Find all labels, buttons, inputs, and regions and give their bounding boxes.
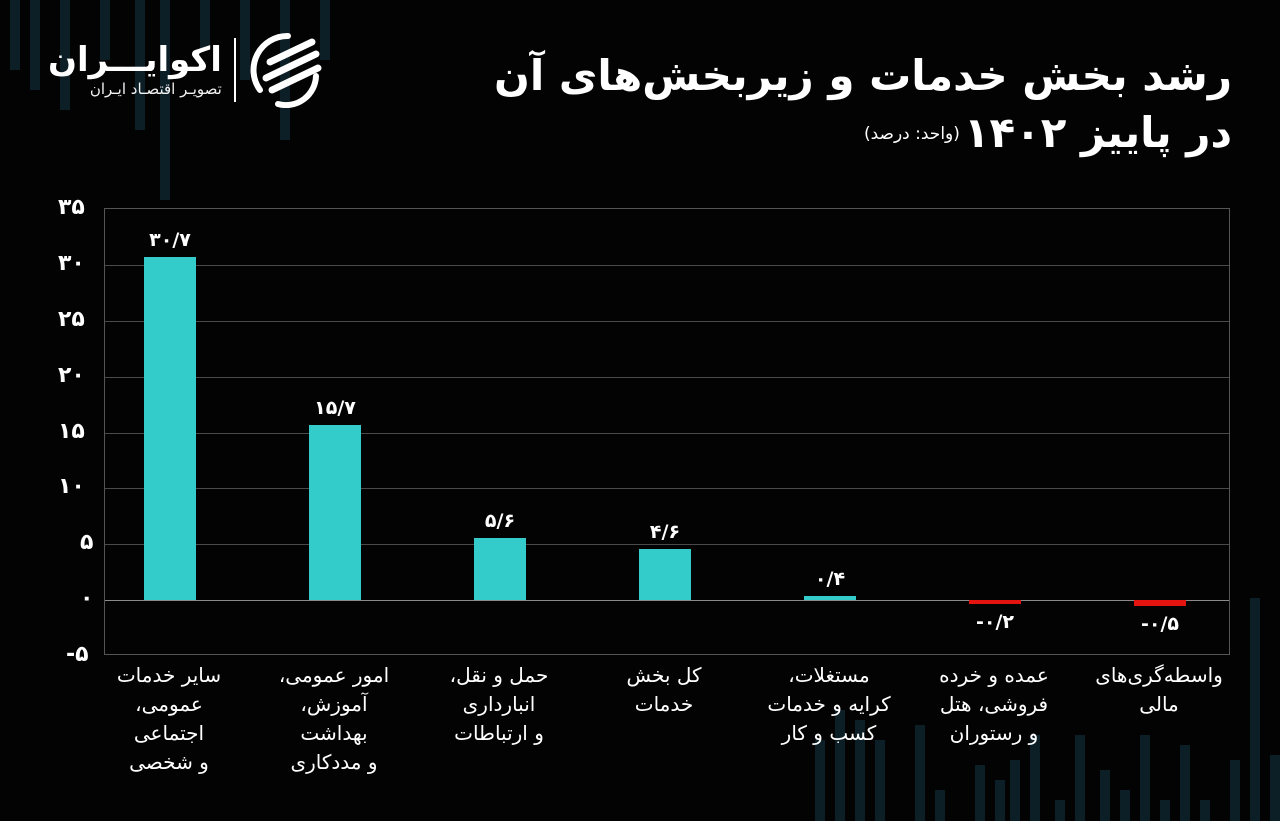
brand-text: اکوایـــران تصویـر اقتصـاد ایـران bbox=[48, 41, 222, 99]
x-category-label-line: کسب و کار bbox=[781, 721, 877, 745]
gridline bbox=[105, 264, 1229, 266]
logo-divider bbox=[233, 38, 236, 102]
bar-value-label: ۰/۴ bbox=[814, 567, 846, 590]
zero-line bbox=[105, 600, 1229, 602]
y-tick-label: ۱۰ bbox=[58, 474, 85, 500]
x-category-label: کل بخش خدمات bbox=[579, 661, 749, 719]
gridline bbox=[105, 488, 1229, 490]
decor-bar bbox=[1230, 760, 1240, 821]
decor-bar bbox=[815, 740, 825, 821]
decor-bar bbox=[10, 0, 20, 70]
x-category-label-line: و ارتباطات bbox=[454, 721, 544, 745]
x-category-label-line: فروشی، هتل bbox=[939, 692, 1049, 716]
decor-bar bbox=[1200, 800, 1210, 821]
y-tick-label: ۲۵ bbox=[58, 306, 85, 332]
x-category-label: مستغلات، کرایه و خدمات کسب و کار bbox=[744, 661, 914, 748]
plot-area: ۳۰/۷ ۱۵/۷ ۵/۶ ۴/۶ ۰/۴ -۰/۲ -۰/۵ bbox=[104, 208, 1230, 655]
decor-bar bbox=[935, 790, 945, 821]
bar-value-label: -۰/۵ bbox=[1140, 612, 1180, 635]
x-category-label-line: سایر خدمات bbox=[116, 663, 222, 687]
gridline bbox=[105, 376, 1229, 378]
x-category-label-line: واسطه‌گری‌های bbox=[1095, 663, 1223, 687]
gridline bbox=[105, 432, 1229, 434]
x-category-label-line: عمومی، bbox=[135, 692, 203, 716]
decor-bar bbox=[1100, 770, 1110, 821]
decor-bar bbox=[995, 780, 1005, 821]
bar-value-label: ۴/۶ bbox=[649, 520, 681, 543]
decor-bar bbox=[975, 765, 985, 821]
decor-bar bbox=[1250, 598, 1260, 821]
bar-value-label: -۰/۲ bbox=[975, 611, 1015, 634]
decor-bar bbox=[1270, 755, 1280, 821]
gridline bbox=[105, 544, 1229, 546]
bar-value-label: ۳۰/۷ bbox=[149, 229, 191, 252]
x-category-label-line: مالی bbox=[1139, 692, 1179, 716]
y-tick-label: -۵ bbox=[66, 642, 89, 667]
decor-bar bbox=[1055, 800, 1065, 821]
x-category-label-line: عمده و خرده bbox=[939, 663, 1049, 687]
x-category-label: واسطه‌گری‌های مالی bbox=[1074, 661, 1244, 719]
brand-tagline: تصویـر اقتصـاد ایـران bbox=[89, 80, 222, 98]
bar-value-label: ۱۵/۷ bbox=[314, 396, 356, 419]
bar bbox=[474, 537, 526, 601]
y-tick-label: ۲۰ bbox=[58, 362, 85, 388]
gridline bbox=[105, 320, 1229, 322]
title-line-2: در پاییز ۱۴۰۲(واحد: درصد) bbox=[494, 106, 1232, 161]
chart-title: رشد بخش خدمات و زیربخش‌های آن در پاییز ۱… bbox=[494, 46, 1232, 161]
bar bbox=[309, 424, 361, 601]
x-category-label-line: و رستوران bbox=[949, 721, 1039, 745]
x-category-label-line: کل بخش bbox=[626, 663, 702, 687]
decor-bar bbox=[875, 740, 885, 821]
y-tick-label: ۳۵ bbox=[58, 195, 85, 220]
y-tick-label: ۱۵ bbox=[58, 418, 85, 444]
bar bbox=[804, 595, 856, 601]
bar-value-label: ۵/۶ bbox=[484, 509, 516, 532]
x-category-label: سایر خدمات عمومی، اجتماعی و شخصی bbox=[84, 661, 254, 777]
x-category-label-line: آموزش، bbox=[300, 692, 368, 716]
x-category-label: امور عمومی، آموزش، بهداشت و مددکاری bbox=[249, 661, 419, 777]
x-category-label: عمده و خرده فروشی، هتل و رستوران bbox=[909, 661, 1079, 748]
decor-bar bbox=[1180, 745, 1190, 821]
x-category-label-line: امور عمومی، bbox=[278, 663, 390, 687]
x-category-label-line: حمل و نقل، bbox=[449, 663, 549, 687]
brand-name: اکوایـــران bbox=[48, 40, 222, 80]
x-category-label-line: خدمات bbox=[634, 692, 694, 716]
bar bbox=[969, 600, 1021, 605]
ecoiran-logo-icon bbox=[250, 32, 322, 108]
decor-bar bbox=[1140, 735, 1150, 821]
x-category-label-line: انبارداری bbox=[462, 692, 536, 716]
decor-bar bbox=[1160, 800, 1170, 821]
x-category-label-line: اجتماعی bbox=[133, 721, 205, 745]
x-category-label-line: بهداشت bbox=[300, 721, 368, 745]
y-tick-label: ۵ bbox=[80, 530, 94, 556]
unit-label: (واحد: درصد) bbox=[863, 124, 960, 144]
bar bbox=[1134, 600, 1186, 606]
x-category-label-line: مستغلات، bbox=[788, 663, 870, 687]
x-category-label-line: و شخصی bbox=[129, 750, 209, 774]
bar bbox=[144, 257, 196, 601]
x-category-label-line: و مددکاری bbox=[290, 750, 378, 774]
brand-logo: اکوایـــران تصویـر اقتصـاد ایـران bbox=[48, 32, 326, 108]
title-line-1: رشد بخش خدمات و زیربخش‌های آن bbox=[494, 51, 1232, 100]
bar bbox=[639, 548, 691, 601]
decor-bar bbox=[1010, 760, 1020, 821]
decor-bar bbox=[30, 0, 40, 90]
decor-bar bbox=[1120, 790, 1130, 821]
title-line-2-text: در پاییز ۱۴۰۲ bbox=[963, 108, 1232, 157]
y-tick-label: ۳۰ bbox=[58, 250, 85, 276]
x-category-label: حمل و نقل، انبارداری و ارتباطات bbox=[414, 661, 584, 748]
x-category-label-line: کرایه و خدمات bbox=[767, 692, 891, 716]
y-tick-label: ۰ bbox=[80, 586, 94, 612]
